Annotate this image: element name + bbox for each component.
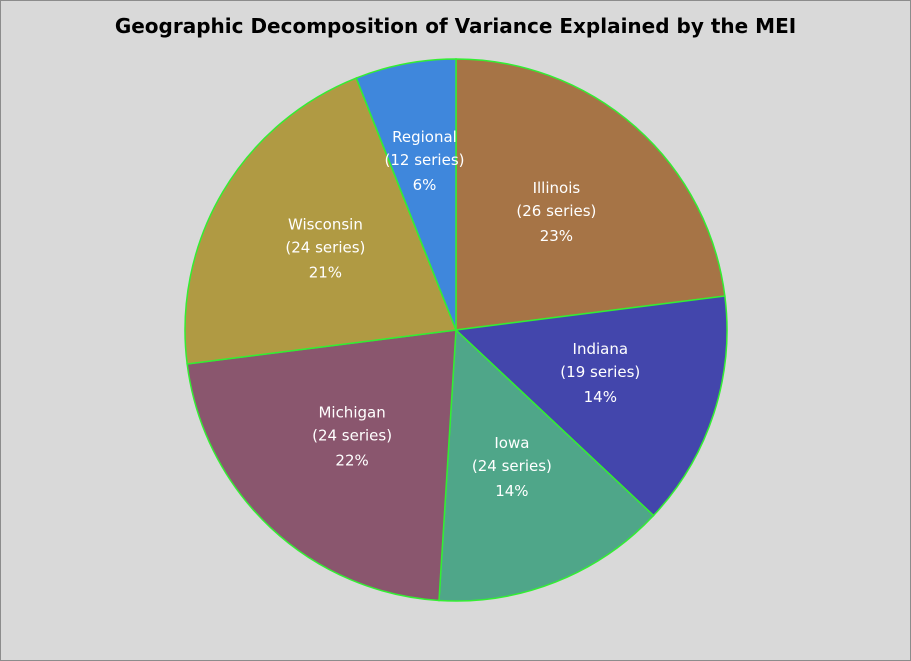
slice-label-wisconsin-series-label: (24 series) bbox=[285, 239, 365, 257]
slice-label-wisconsin-name: Wisconsin bbox=[288, 216, 363, 234]
slice-label-regional-name: Regional bbox=[392, 128, 457, 146]
pie-slice-illinois bbox=[455, 58, 726, 331]
slice-label-iowa-percent-label: 14% bbox=[495, 482, 528, 500]
pie-slice-wisconsin bbox=[184, 77, 458, 365]
slice-label-illinois-percent-label: 23% bbox=[540, 227, 573, 245]
slice-label-indiana-series-label: (19 series) bbox=[560, 363, 640, 381]
slice-label-iowa-series-label: (24 series) bbox=[472, 457, 552, 475]
slice-label-regional-series-label: (12 series) bbox=[385, 151, 465, 169]
slice-label-michigan-percent-label: 22% bbox=[335, 452, 368, 470]
pie-slice-iowa bbox=[438, 328, 655, 602]
chart-title: Geographic Decomposition of Variance Exp… bbox=[114, 14, 797, 38]
pie-slice-indiana bbox=[454, 295, 728, 517]
slice-label-indiana-name: Indiana bbox=[573, 340, 629, 358]
slice-label-wisconsin-percent-label: 21% bbox=[309, 264, 342, 282]
slice-label-indiana-percent-label: 14% bbox=[584, 388, 617, 406]
pie-slice-regional bbox=[355, 58, 457, 331]
slice-label-michigan-name: Michigan bbox=[318, 404, 385, 422]
pie-slice-michigan bbox=[186, 329, 457, 602]
slice-label-regional-percent-label: 6% bbox=[413, 176, 437, 194]
slice-label-illinois-series-label: (26 series) bbox=[516, 202, 596, 220]
slice-label-iowa-name: Iowa bbox=[494, 434, 529, 452]
slice-label-michigan-series-label: (24 series) bbox=[312, 427, 392, 445]
slice-label-illinois-name: Illinois bbox=[533, 179, 581, 197]
